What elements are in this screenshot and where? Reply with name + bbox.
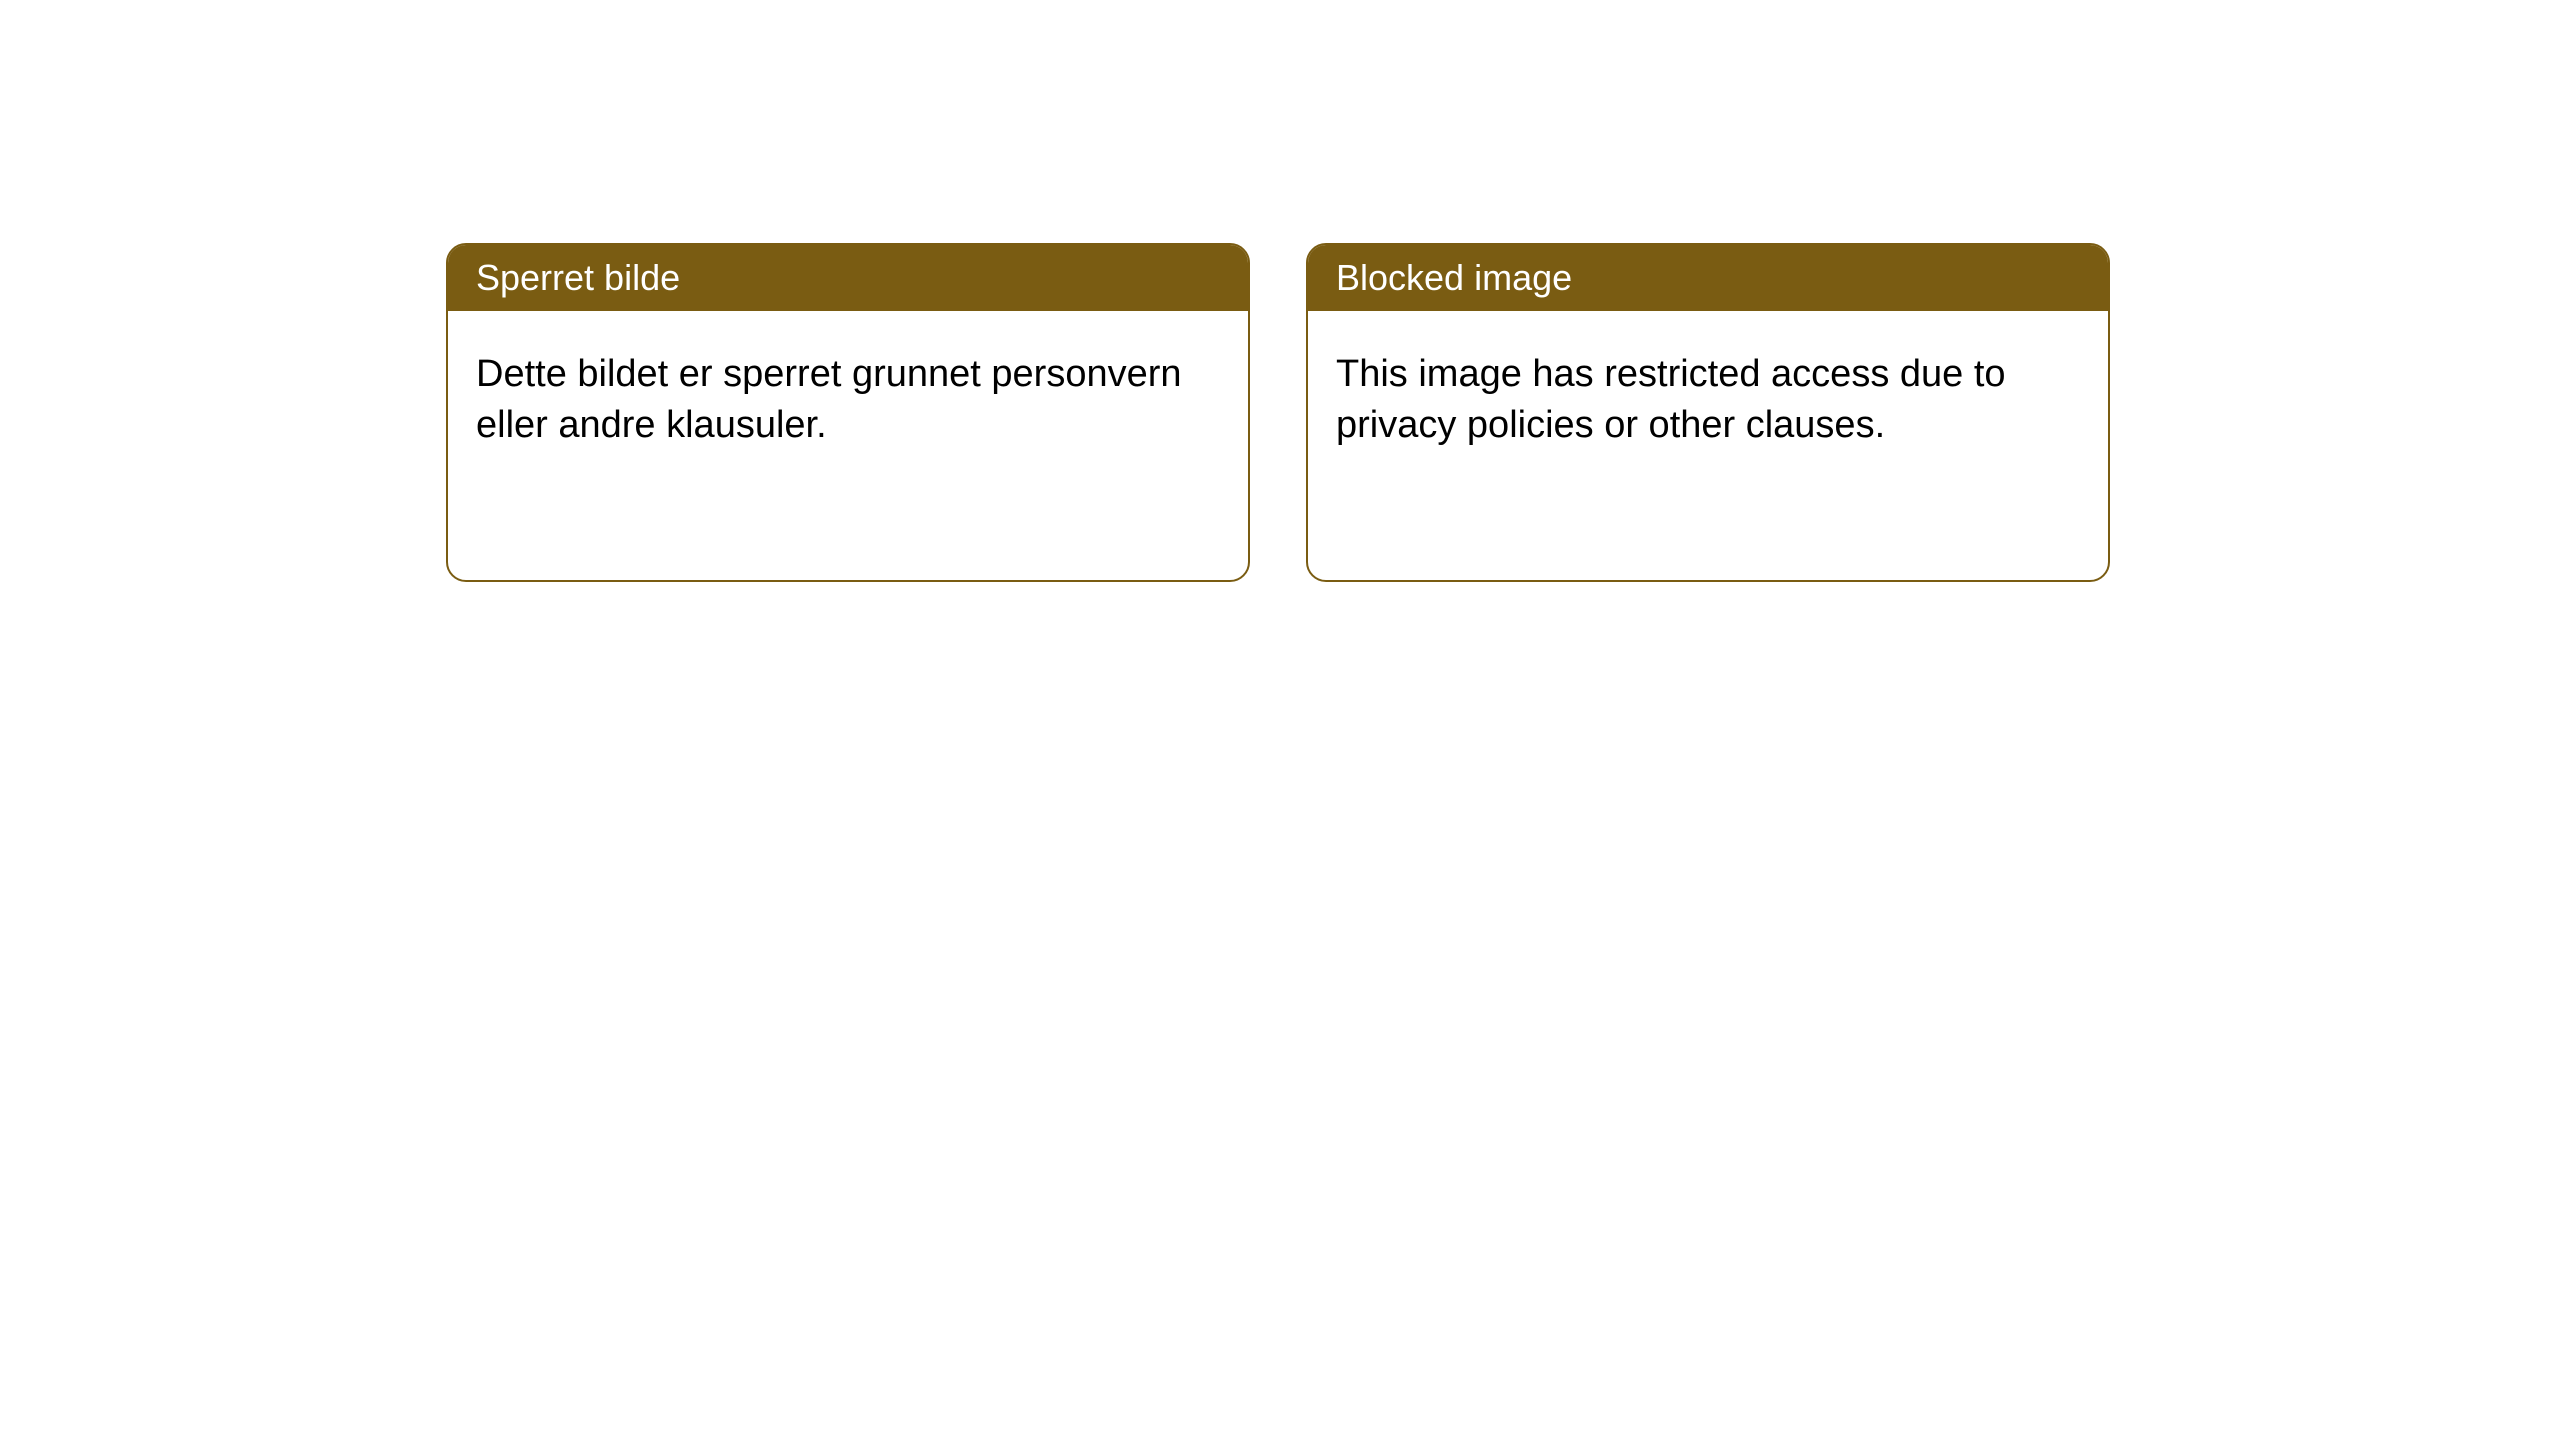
notice-header-english: Blocked image bbox=[1308, 245, 2108, 311]
notice-body-norwegian: Dette bildet er sperret grunnet personve… bbox=[448, 311, 1248, 490]
notice-container: Sperret bilde Dette bildet er sperret gr… bbox=[446, 243, 2110, 582]
notice-text-english: This image has restricted access due to … bbox=[1336, 353, 2006, 446]
notice-body-english: This image has restricted access due to … bbox=[1308, 311, 2108, 490]
notice-title-norwegian: Sperret bilde bbox=[476, 257, 680, 298]
notice-card-norwegian: Sperret bilde Dette bildet er sperret gr… bbox=[446, 243, 1250, 582]
notice-text-norwegian: Dette bildet er sperret grunnet personve… bbox=[476, 353, 1182, 446]
notice-title-english: Blocked image bbox=[1336, 257, 1572, 298]
notice-card-english: Blocked image This image has restricted … bbox=[1306, 243, 2110, 582]
notice-header-norwegian: Sperret bilde bbox=[448, 245, 1248, 311]
